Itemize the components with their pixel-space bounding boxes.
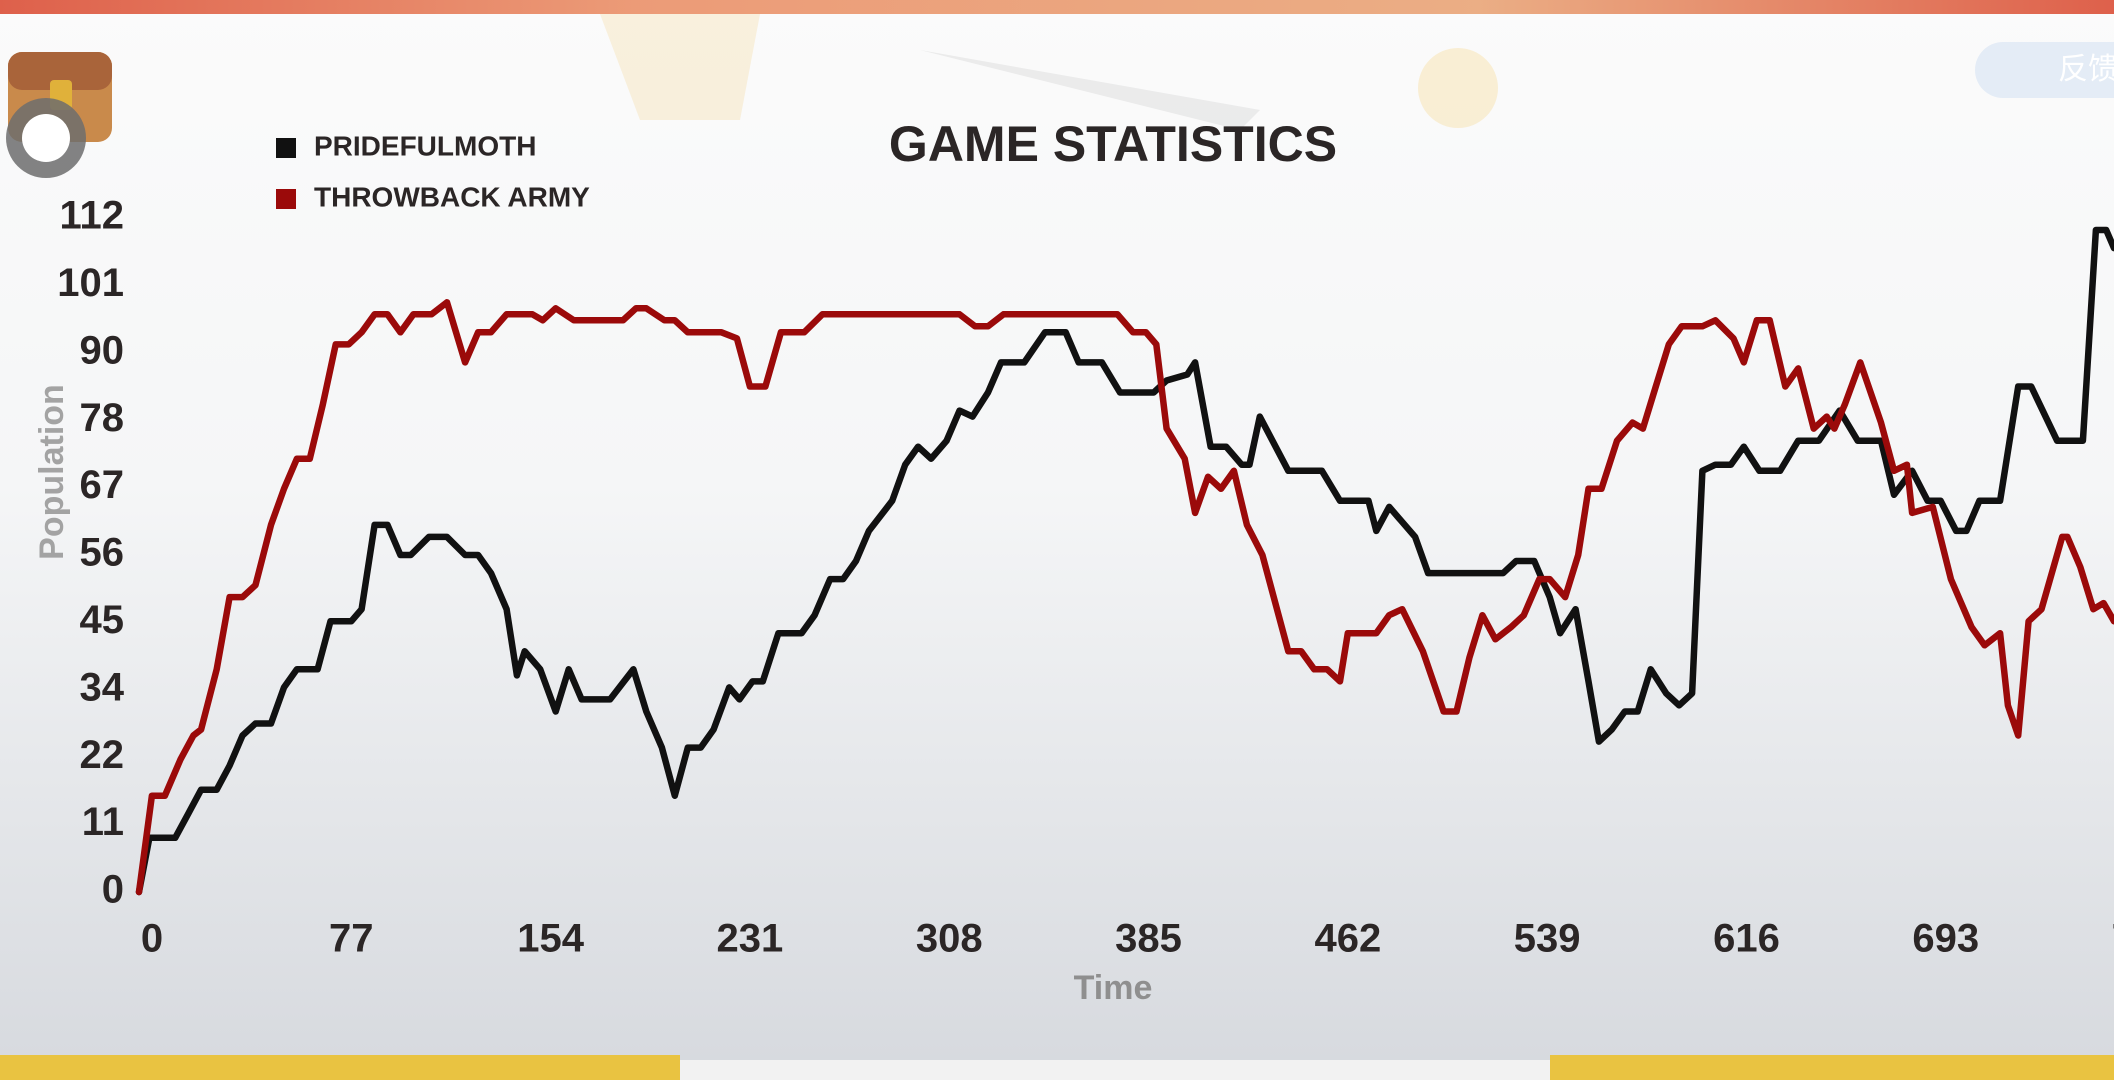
y-axis-label: Population — [33, 384, 71, 560]
y-tick-label: 34 — [80, 665, 125, 709]
x-tick-label: 770 — [2112, 917, 2114, 961]
background-sword — [920, 50, 1260, 130]
x-tick-label: 231 — [717, 917, 784, 961]
feedback-button-label[interactable]: 反馈 — [2058, 53, 2114, 86]
x-tick-label: 154 — [517, 917, 584, 961]
y-tick-label: 0 — [102, 868, 124, 912]
y-tick-label: 56 — [80, 531, 125, 575]
chart-title: GAME STATISTICS — [889, 116, 1337, 172]
feedback-button-bg[interactable] — [1975, 42, 2114, 98]
y-tick-label: 90 — [80, 328, 125, 372]
feedback-button[interactable]: 反馈 — [1975, 42, 2114, 98]
y-tick-label: 112 — [59, 194, 124, 238]
x-tick-label: 308 — [916, 917, 983, 961]
bottom-bar — [0, 1055, 680, 1080]
legend-label: THROWBACK ARMY — [314, 181, 590, 212]
x-axis-label: Time — [1074, 969, 1153, 1007]
x-tick-label: 77 — [329, 917, 374, 961]
y-tick-label: 22 — [80, 733, 125, 777]
series-line — [135, 226, 2114, 896]
x-tick-label: 616 — [1713, 917, 1780, 961]
legend-swatch — [276, 138, 296, 158]
background-decoration — [1418, 48, 1498, 128]
x-tick-label: 462 — [1314, 917, 1381, 961]
x-tick-label: 385 — [1115, 917, 1182, 961]
x-tick-label: 693 — [1912, 917, 1979, 961]
bottom-bar — [1550, 1055, 2114, 1080]
y-tick-label: 67 — [80, 463, 125, 507]
series-line — [135, 299, 2114, 896]
top-banner — [0, 0, 2114, 14]
y-tick-label: 45 — [80, 598, 125, 642]
y-tick-label: 11 — [82, 800, 124, 844]
x-tick-label: 539 — [1514, 917, 1581, 961]
y-tick-label: 101 — [57, 261, 124, 305]
legend-swatch — [276, 189, 296, 209]
y-tick-label: 78 — [80, 396, 125, 440]
x-tick-label: 0 — [141, 917, 163, 961]
legend-label: PRIDEFULMOTH — [314, 130, 536, 161]
treasure-chest-icon — [6, 52, 112, 178]
bottom-bar — [680, 1060, 1550, 1080]
background-decoration — [600, 14, 760, 120]
